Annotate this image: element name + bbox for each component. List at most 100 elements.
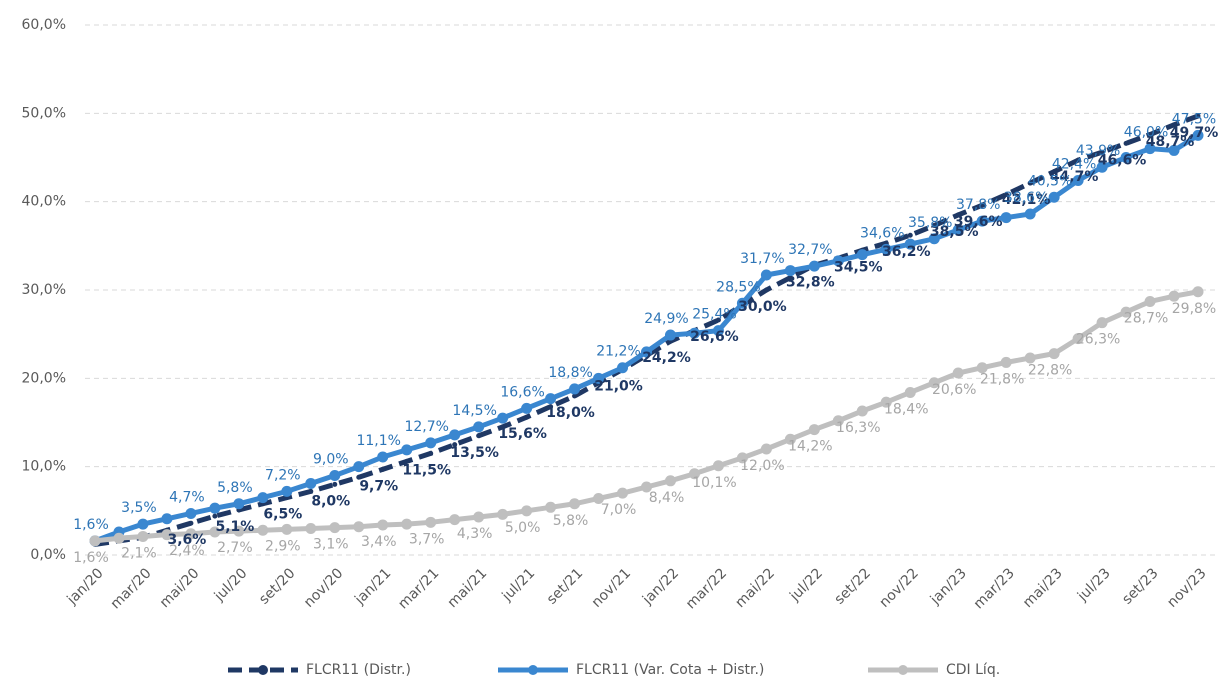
data-point bbox=[137, 530, 149, 542]
data-point bbox=[425, 516, 437, 528]
data-label: 34,5% bbox=[834, 259, 883, 275]
data-label: 3,4% bbox=[361, 534, 397, 550]
data-point bbox=[1147, 132, 1153, 138]
data-point bbox=[688, 468, 700, 480]
data-point bbox=[1192, 129, 1204, 141]
data-point bbox=[1195, 113, 1201, 119]
data-point bbox=[1027, 180, 1033, 186]
data-label: 8,4% bbox=[649, 490, 685, 506]
data-label: 9,7% bbox=[359, 478, 398, 494]
data-point bbox=[452, 442, 458, 448]
data-point bbox=[188, 520, 194, 526]
data-point bbox=[712, 460, 724, 472]
data-point bbox=[907, 232, 913, 238]
data-point bbox=[979, 202, 985, 208]
data-point bbox=[880, 396, 892, 408]
data-point bbox=[1003, 192, 1009, 198]
data-label: 25,4% bbox=[692, 307, 736, 323]
data-label: 2,1% bbox=[121, 545, 157, 561]
data-label: 22,8% bbox=[1028, 363, 1072, 379]
data-point bbox=[380, 466, 386, 472]
data-label: 42,4% bbox=[1052, 156, 1096, 172]
data-label: 38,5% bbox=[930, 224, 979, 240]
data-label: 21,8% bbox=[980, 371, 1024, 387]
data-label: 15,6% bbox=[498, 426, 547, 442]
y-tick-label: 20,0% bbox=[22, 370, 66, 386]
x-tick-label: mai/21 bbox=[445, 565, 491, 611]
data-label: 40,5% bbox=[1028, 173, 1072, 189]
data-point bbox=[353, 521, 365, 533]
data-label: 20,6% bbox=[932, 382, 976, 398]
data-point bbox=[1024, 208, 1036, 220]
data-point bbox=[401, 518, 413, 530]
data-point bbox=[428, 450, 434, 456]
x-tick-label: mar/21 bbox=[395, 565, 442, 612]
data-point bbox=[856, 249, 868, 261]
data-point bbox=[1096, 161, 1108, 173]
data-label: 12,7% bbox=[404, 419, 448, 435]
x-tick-label: nov/20 bbox=[301, 565, 346, 610]
data-point bbox=[329, 522, 341, 534]
data-point bbox=[593, 372, 605, 384]
legend-marker bbox=[528, 665, 538, 675]
data-point bbox=[329, 470, 341, 481]
data-label: 21,0% bbox=[594, 379, 643, 395]
data-point bbox=[521, 402, 533, 414]
y-tick-label: 40,0% bbox=[22, 194, 66, 210]
data-label: 7,2% bbox=[265, 467, 301, 483]
data-point bbox=[856, 405, 868, 417]
data-point bbox=[808, 424, 820, 436]
data-point bbox=[976, 215, 988, 227]
data-label: 16,3% bbox=[836, 420, 880, 436]
data-point bbox=[281, 485, 293, 497]
data-point bbox=[137, 518, 149, 530]
data-point bbox=[89, 535, 101, 547]
data-point bbox=[473, 511, 485, 523]
data-point bbox=[808, 260, 820, 272]
data-label: 14,5% bbox=[452, 403, 496, 419]
data-point bbox=[572, 393, 578, 399]
data-point bbox=[476, 433, 482, 439]
legend-label: FLCR11 (Var. Cota + Distr.) bbox=[576, 662, 764, 678]
y-tick-label: 0,0% bbox=[30, 547, 66, 563]
data-point bbox=[880, 243, 892, 255]
data-label: 38,6% bbox=[1004, 190, 1048, 206]
data-point bbox=[641, 481, 652, 493]
data-point bbox=[401, 444, 413, 456]
data-point bbox=[1051, 169, 1057, 175]
y-tick-label: 60,0% bbox=[22, 17, 66, 33]
data-point bbox=[449, 429, 461, 441]
data-point bbox=[257, 492, 269, 504]
data-point bbox=[1168, 290, 1180, 302]
data-point bbox=[784, 265, 796, 277]
data-label: 46,0% bbox=[1124, 125, 1168, 141]
data-point bbox=[497, 508, 509, 520]
data-point bbox=[473, 421, 485, 433]
data-label: 29,8% bbox=[1172, 301, 1216, 317]
data-point bbox=[497, 412, 509, 424]
x-tick-label: mai/23 bbox=[1020, 565, 1066, 611]
data-point bbox=[545, 393, 557, 405]
x-tick-label: nov/23 bbox=[1164, 565, 1209, 610]
data-label: 5,8% bbox=[553, 513, 589, 529]
x-tick-label: set/22 bbox=[832, 565, 874, 607]
data-label: 49,7% bbox=[1170, 125, 1219, 141]
data-point bbox=[356, 474, 362, 480]
data-point bbox=[233, 525, 245, 537]
data-label: 26,6% bbox=[690, 329, 739, 345]
data-label: 21,2% bbox=[596, 344, 640, 360]
x-tick-label: set/23 bbox=[1119, 565, 1161, 607]
data-label: 1,6% bbox=[73, 550, 109, 566]
data-point bbox=[1168, 144, 1180, 156]
data-point bbox=[305, 523, 317, 534]
data-point bbox=[1144, 143, 1156, 155]
data-label: 4,3% bbox=[457, 526, 493, 542]
data-point bbox=[787, 275, 793, 281]
x-tick-label: mar/22 bbox=[683, 565, 730, 612]
data-point bbox=[641, 346, 652, 358]
data-label: 3,6% bbox=[167, 532, 206, 548]
data-point bbox=[308, 488, 314, 494]
data-label: 12,0% bbox=[740, 458, 784, 474]
data-label: 1,6% bbox=[73, 517, 109, 533]
data-label: 36,2% bbox=[882, 244, 931, 260]
